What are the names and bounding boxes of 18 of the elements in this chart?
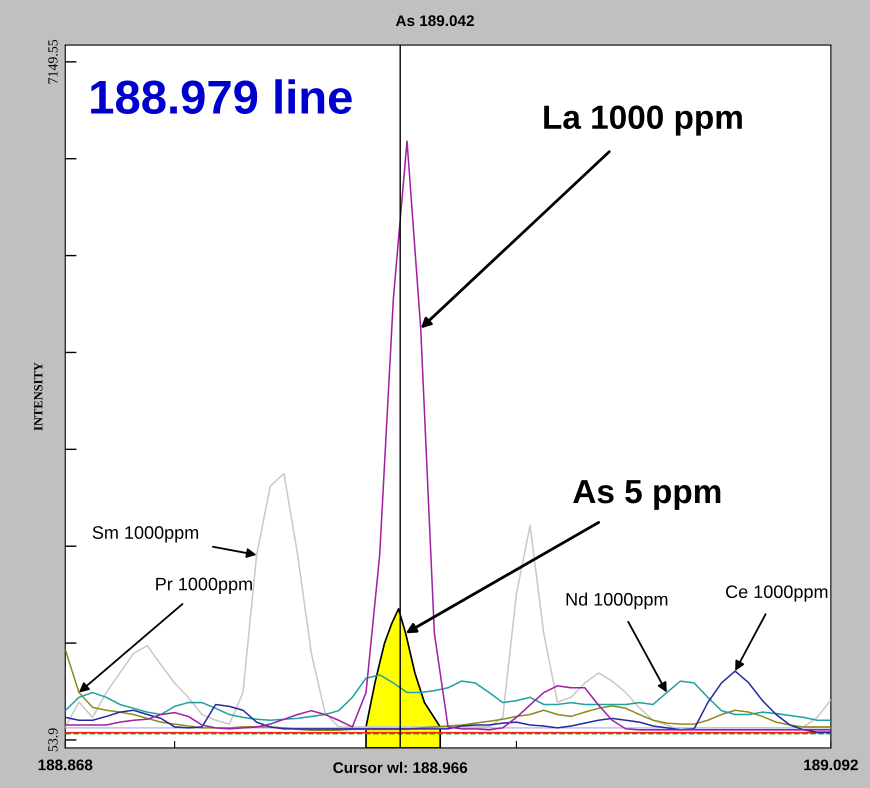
annotation: Pr 1000ppm (156, 578, 252, 594)
annotation: Sm 1000ppm (92, 526, 198, 543)
y-axis-title: INTENSITY (34, 362, 42, 430)
line-series (65, 140, 831, 731)
ref-line-label: Cursor wl: 188.966 (333, 762, 468, 774)
line-series (65, 472, 831, 731)
line-series (65, 648, 831, 732)
annotation: La 1000 ppm (544, 105, 742, 136)
y-tick-label: 7149.55 (48, 40, 58, 84)
chart-title: As 189.042 (396, 15, 474, 26)
x-tick-label: 189.092 (804, 759, 858, 770)
annotation: Ce 1000ppm (726, 585, 828, 602)
annotation: Nd 1000ppm (566, 592, 668, 610)
x-tick-label: 188.868 (38, 759, 92, 770)
annotation: 188.979 line (91, 79, 352, 114)
annotation: As 5 ppm (573, 480, 720, 510)
line-series (65, 674, 831, 722)
y-tick-label: 53.9 (48, 728, 58, 752)
